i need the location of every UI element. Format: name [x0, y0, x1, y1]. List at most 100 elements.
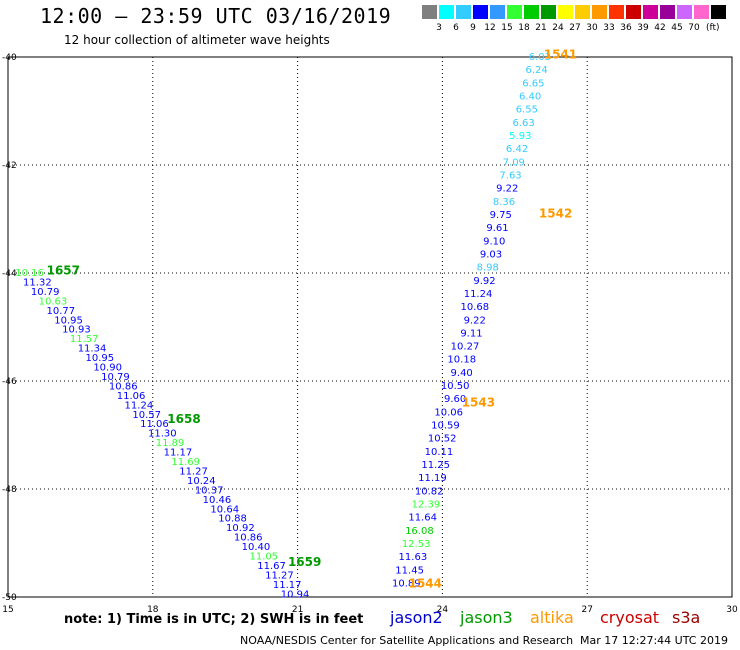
- swh-value: 10.93: [62, 325, 91, 336]
- legend-tick: 39: [637, 23, 649, 33]
- swh-value: 11.27: [265, 570, 294, 581]
- swh-value: 11.32: [23, 277, 52, 288]
- swh-value: 11.19: [418, 473, 447, 484]
- swh-value: 10.90: [93, 363, 122, 374]
- legend-tick: 36: [620, 23, 632, 33]
- legend-swatch: [507, 5, 522, 19]
- pass-time-label: 1658: [167, 412, 200, 426]
- swh-value: 11.17: [273, 580, 302, 591]
- longitude-tick: 27: [581, 605, 592, 615]
- latitude-tick: -46: [2, 377, 17, 387]
- legend-swatch: [439, 5, 454, 19]
- legend-swatch: [558, 5, 573, 19]
- swh-value: 9.03: [480, 249, 502, 260]
- legend-swatch: [643, 5, 658, 19]
- swh-value: 10.24: [187, 476, 216, 487]
- swh-value: 11.05: [249, 552, 278, 563]
- pass-time-label: 1541: [544, 47, 577, 61]
- swh-value: 10.68: [460, 302, 489, 313]
- map-frame: [7, 56, 733, 598]
- swh-value: 10.79: [31, 287, 60, 298]
- swh-value: 9.22: [496, 184, 518, 195]
- latitude-tick: -44: [2, 269, 17, 279]
- track-east: 6.03 6.24 6.65 6.40 6.55 6.63 5.93 6.42 7.09 7.63…: [392, 47, 577, 590]
- legend-tick: 3: [436, 23, 442, 33]
- swh-value: 10.16: [15, 268, 44, 279]
- swh-value: 8.36: [493, 197, 515, 208]
- swh-value: 7.63: [499, 170, 521, 181]
- swh-value: 9.75: [490, 210, 512, 221]
- mission-s3a: s3a: [672, 608, 701, 627]
- longitude-tick-labels: 15 18 21 24 27 30: [2, 605, 738, 615]
- swh-value: 10.06: [434, 407, 463, 418]
- legend-swatch: [524, 5, 539, 19]
- swh-value: 9.11: [460, 328, 482, 339]
- latitude-tick-labels: -40 -42 -44 -46 -48 -50: [2, 53, 17, 603]
- swh-value: 10.37: [195, 485, 224, 496]
- latitude-tick: -42: [2, 161, 17, 171]
- longitude-tick: 30: [726, 605, 738, 615]
- swh-value: 9.60: [444, 394, 466, 405]
- swh-value: 6.65: [522, 78, 544, 89]
- legend-swatch: [473, 5, 488, 19]
- swh-value: 12.53: [402, 539, 431, 550]
- swh-value: 6.03: [529, 52, 551, 63]
- legend-tick: 15: [501, 23, 513, 33]
- legend-tick: 30: [586, 23, 598, 33]
- swh-value: 10.92: [226, 523, 255, 534]
- swh-value: 10.52: [428, 434, 457, 445]
- swh-value: 9.92: [473, 276, 495, 287]
- mission-altika: altika: [530, 608, 574, 627]
- mission-jason3: jason3: [460, 608, 513, 627]
- swh-value: 11.17: [164, 448, 193, 459]
- swh-value: 11.06: [117, 391, 146, 402]
- legend-tick: 42: [654, 23, 666, 33]
- swh-value: 6.63: [512, 118, 534, 129]
- legend-tick: 18: [518, 23, 530, 33]
- legend-swatch: [694, 5, 709, 19]
- swh-value: 11.69: [171, 457, 200, 468]
- legend-tick: 9: [470, 23, 476, 33]
- swh-value: 11.45: [395, 565, 424, 576]
- swh-value: 10.95: [54, 315, 83, 326]
- swh-value: 11.24: [464, 289, 493, 300]
- swh-value: 10.27: [451, 342, 480, 353]
- latitude-tick: -40: [2, 53, 17, 63]
- swh-value: 11.34: [78, 344, 107, 355]
- longitude-tick: 15: [2, 605, 13, 615]
- swh-value: 10.79: [101, 372, 130, 383]
- swh-value: 10.40: [242, 542, 271, 553]
- longitude-tick: 18: [147, 605, 159, 615]
- swh-value: 10.95: [86, 353, 115, 364]
- legend-swatch: [541, 5, 556, 19]
- swh-value: 6.24: [525, 65, 547, 76]
- swh-value: 9.22: [464, 315, 486, 326]
- legend-tick: 45: [671, 23, 683, 33]
- swh-value: 10.77: [46, 306, 75, 317]
- swh-value: 6.55: [516, 105, 538, 116]
- legend-tick: 6: [453, 23, 459, 33]
- legend-tick: 70: [688, 23, 700, 33]
- footer-note: note: 1) Time is in UTC; 2) SWH is in fe…: [64, 612, 364, 627]
- legend-tick: 27: [569, 23, 581, 33]
- swh-value: 7.09: [503, 157, 525, 168]
- pass-time-label: 1657: [47, 263, 80, 277]
- legend-tick: 24: [552, 23, 564, 33]
- swh-value: 10.63: [39, 296, 68, 307]
- map-grid: [7, 56, 733, 598]
- legend-swatch: [422, 5, 437, 19]
- swh-value: 11.63: [399, 552, 428, 563]
- swh-value: 5.93: [509, 131, 531, 142]
- swh-value: 11.27: [179, 466, 208, 477]
- legend-swatch: [456, 5, 471, 19]
- swh-value: 10.86: [109, 381, 138, 392]
- legend-swatch: [660, 5, 675, 19]
- swh-value: 10.50: [441, 381, 470, 392]
- swh-value: 11.67: [257, 561, 286, 572]
- footer-credit: NOAA/NESDIS Center for Satellite Applica…: [240, 634, 574, 647]
- swh-value: 10.88: [218, 514, 247, 525]
- page-subtitle: 12 hour collection of altimeter wave hei…: [64, 33, 330, 47]
- longitude-tick: 24: [437, 605, 449, 615]
- swh-value: 10.59: [431, 421, 460, 432]
